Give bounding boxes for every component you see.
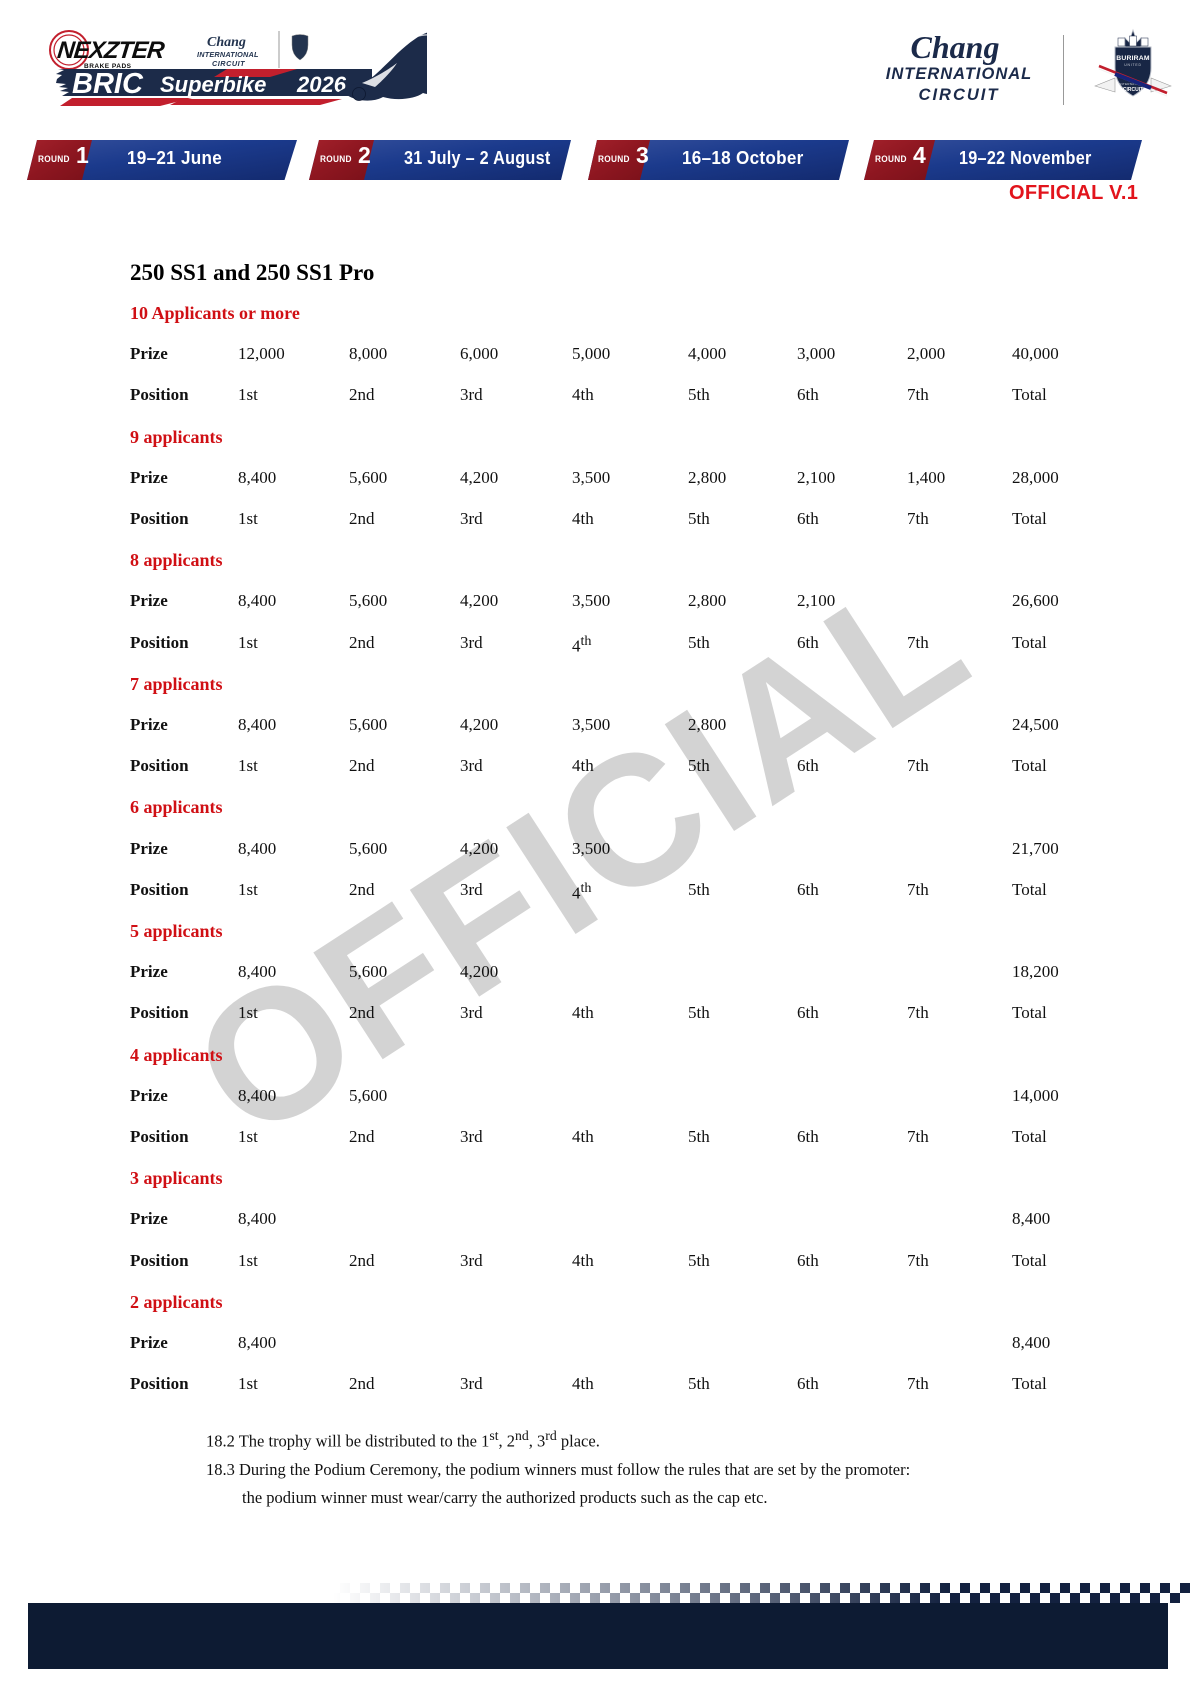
svg-text:CIRCUIT: CIRCUIT — [1123, 87, 1143, 93]
svg-text:NEXZTER: NEXZTER — [56, 37, 167, 64]
svg-text:CIRCUIT: CIRCUIT — [212, 59, 245, 68]
svg-text:UNITED: UNITED — [1124, 63, 1141, 67]
svg-text:INTERNATIONAL: INTERNATIONAL — [197, 50, 259, 59]
svg-text:BRIC: BRIC — [72, 68, 144, 100]
svg-text:BURIRAM: BURIRAM — [1116, 55, 1150, 62]
svg-text:Superbike: Superbike — [160, 72, 266, 97]
svg-text:Chang: Chang — [207, 35, 246, 50]
